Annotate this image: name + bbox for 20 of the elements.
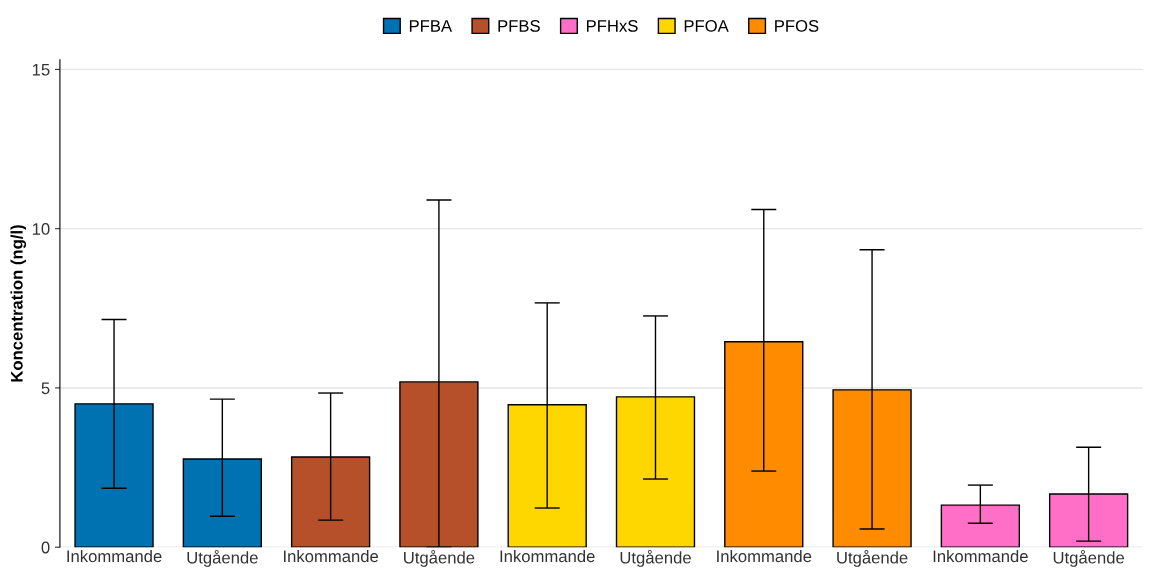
y-tick-label: 15 xyxy=(32,63,50,76)
y-tick-label: 0 xyxy=(41,541,50,554)
legend-label: PFBA xyxy=(409,20,453,32)
legend-label: PFHxS xyxy=(586,20,638,32)
x-tick-label: Inkommande xyxy=(283,549,379,563)
legend-label: PFBS xyxy=(498,20,540,32)
x-tick-label: Utgående xyxy=(837,549,908,567)
x-tick-label: Utgående xyxy=(620,549,691,567)
x-tick-label: Utgående xyxy=(404,549,475,567)
x-tick-label: Inkommande xyxy=(67,549,162,563)
y-axis-title: Koncentration (ng/l) xyxy=(10,225,27,382)
x-tick-label: Inkommande xyxy=(500,549,595,563)
y-tick-label: 10 xyxy=(32,223,50,235)
x-tick-label: Utgående xyxy=(187,549,258,567)
x-tick-label: Inkommande xyxy=(717,549,812,563)
x-tick-label: Inkommande xyxy=(933,549,1028,563)
y-tick-label: 5 xyxy=(41,382,50,395)
legend-label: PFOS xyxy=(775,20,819,32)
x-tick-label: Utgående xyxy=(1053,549,1125,567)
legend-label: PFOA xyxy=(684,20,729,32)
